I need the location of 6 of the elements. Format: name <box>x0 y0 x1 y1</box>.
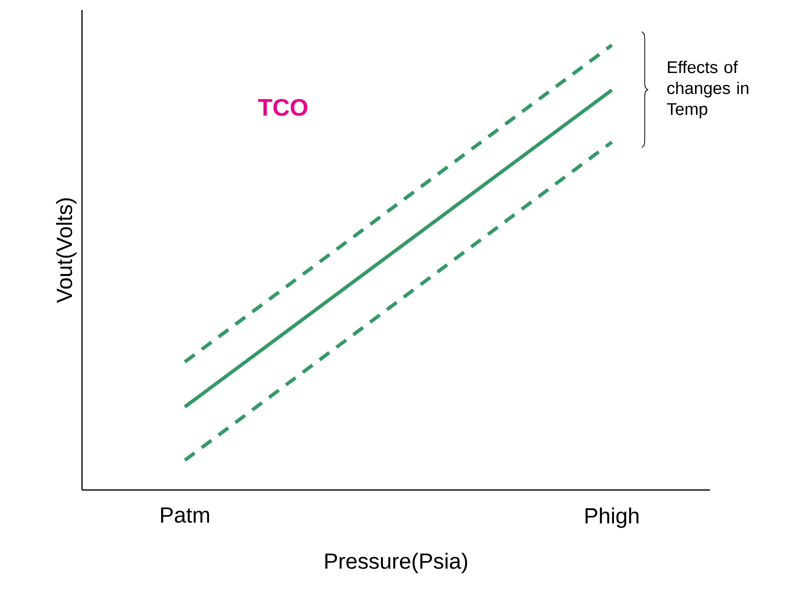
x-axis-title: Pressure(Psia) <box>325 552 468 574</box>
y-axis-title: Vout(Volts) <box>56 198 76 303</box>
annotation: Effects of changes in Temp <box>666 60 748 118</box>
x-tick-label: Phigh <box>586 507 638 528</box>
x-tick-label: Patm <box>161 508 210 523</box>
annotation: TCO <box>258 98 308 116</box>
